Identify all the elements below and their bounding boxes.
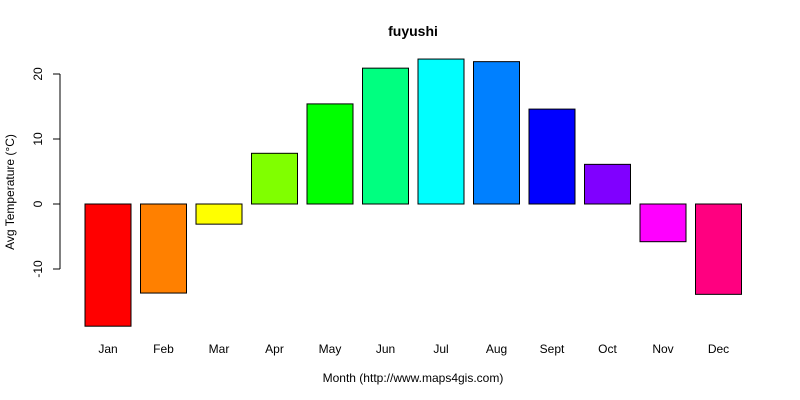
bar-jul xyxy=(417,58,465,205)
x-tick-label-jan: Jan xyxy=(98,342,117,356)
bar-jun xyxy=(362,67,409,205)
y-axis-label: Avg Temperature (°C) xyxy=(3,134,17,250)
x-axis-label: Month (http://www.maps4gis.com) xyxy=(323,371,504,385)
x-tick-label-oct: Oct xyxy=(598,342,617,356)
bar-mar xyxy=(195,203,243,225)
bar-oct xyxy=(584,163,631,205)
bar-dec xyxy=(695,203,742,295)
bar-jan xyxy=(84,203,132,327)
y-tick-label: -10 xyxy=(31,260,45,278)
bar-sept xyxy=(528,108,576,205)
x-tick-label-sept: Sept xyxy=(540,342,565,356)
y-axis: -10 0 10 20 xyxy=(31,67,61,278)
x-tick-label-aug: Aug xyxy=(486,342,507,356)
x-tick-label-feb: Feb xyxy=(153,342,174,356)
x-tick-label-dec: Dec xyxy=(708,342,729,356)
bars-group xyxy=(84,58,742,327)
chart-title: fuyushi xyxy=(388,23,438,39)
x-tick-labels: Jan Feb Mar Apr May Jun Jul Aug Sept Oct Nov Dec xyxy=(98,342,729,356)
bar-feb xyxy=(140,203,187,294)
bar-apr xyxy=(251,152,298,205)
x-tick-label-may: May xyxy=(319,342,342,356)
bar-may xyxy=(306,103,354,205)
x-tick-label-jul: Jul xyxy=(433,342,448,356)
bar-nov xyxy=(639,203,687,243)
y-tick-label: 0 xyxy=(31,200,45,207)
x-tick-label-mar: Mar xyxy=(209,342,230,356)
x-tick-label-jun: Jun xyxy=(376,342,395,356)
x-tick-label-apr: Apr xyxy=(265,342,284,356)
y-tick-label: 10 xyxy=(31,132,45,146)
x-tick-label-nov: Nov xyxy=(652,342,673,356)
y-tick-label: 20 xyxy=(31,67,45,81)
bar-aug xyxy=(473,61,520,205)
